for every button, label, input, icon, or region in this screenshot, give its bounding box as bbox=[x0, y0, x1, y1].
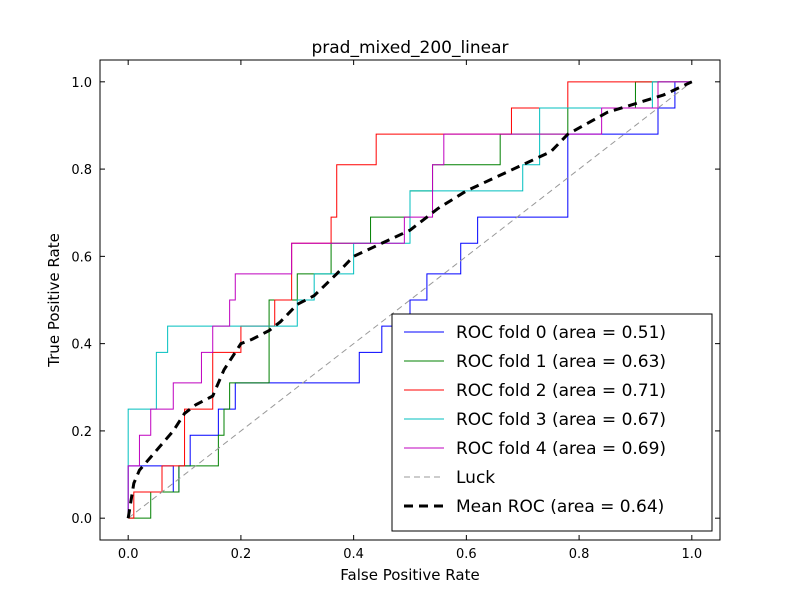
legend-label-0: ROC fold 0 (area = 0.51) bbox=[456, 323, 666, 343]
x-tick-label: 0.0 bbox=[118, 547, 139, 562]
series-line-3 bbox=[127, 81, 692, 519]
legend-label-4: ROC fold 4 (area = 0.69) bbox=[456, 439, 666, 459]
y-tick-label: 0.2 bbox=[71, 425, 92, 440]
chart-title: prad_mixed_200_linear bbox=[311, 38, 508, 58]
y-tick-label: 0.0 bbox=[71, 512, 92, 527]
series-line-5 bbox=[127, 81, 693, 519]
x-tick-label: 0.6 bbox=[456, 547, 477, 562]
legend-label-5: Luck bbox=[456, 468, 495, 488]
plot-frame bbox=[99, 59, 721, 541]
legend-box bbox=[391, 313, 713, 532]
x-tick-label: 0.8 bbox=[569, 547, 590, 562]
y-tick-label: 0.6 bbox=[71, 250, 92, 265]
legend-label-1: ROC fold 1 (area = 0.63) bbox=[456, 352, 666, 372]
x-axis-label: False Positive Rate bbox=[340, 566, 479, 584]
x-tick-label: 0.4 bbox=[343, 547, 364, 562]
y-tick-label: 1.0 bbox=[71, 76, 92, 91]
legend-label-3: ROC fold 3 (area = 0.67) bbox=[456, 410, 666, 430]
series-layer bbox=[126, 80, 693, 519]
legend-label-6: Mean ROC (area = 0.64) bbox=[456, 497, 664, 517]
series-line-6 bbox=[126, 80, 693, 519]
y-tick-label: 0.4 bbox=[71, 338, 92, 353]
axes-layer: 0.0 0.2 0.4 0.6 0.8 1.0 0.0 0.2 0.4 0.6 0.8 1.0 bbox=[71, 60, 720, 562]
legend: ROC fold 0 (area = 0.51) ROC fold 1 (area… bbox=[391, 313, 713, 532]
x-tick-label: 1.0 bbox=[681, 547, 702, 562]
y-tick-label: 0.8 bbox=[71, 163, 92, 178]
series-line-4 bbox=[127, 81, 692, 519]
y-axis-label: True Positive Rate bbox=[45, 233, 63, 368]
legend-label-2: ROC fold 2 (area = 0.71) bbox=[456, 381, 666, 401]
x-tick-label: 0.2 bbox=[231, 547, 252, 562]
